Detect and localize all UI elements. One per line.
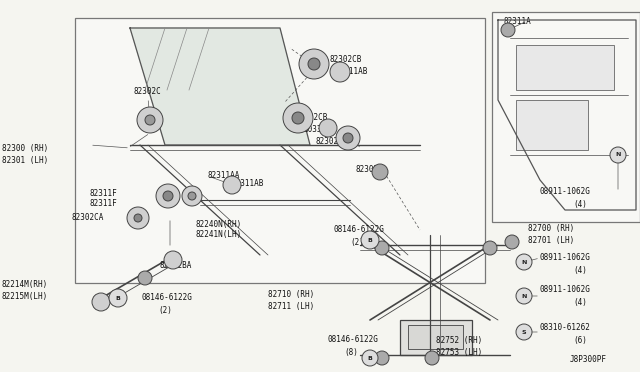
Text: 82311F: 82311F (90, 199, 118, 208)
Text: 82300 (RH): 82300 (RH) (2, 144, 48, 153)
Text: (4): (4) (573, 199, 587, 208)
Text: 82215M(LH): 82215M(LH) (2, 292, 48, 301)
Circle shape (336, 126, 360, 150)
Circle shape (92, 293, 110, 311)
Text: 80338M: 80338M (304, 125, 332, 135)
Text: 08310-61262: 08310-61262 (540, 324, 591, 333)
Circle shape (299, 49, 329, 79)
Circle shape (188, 192, 196, 200)
Text: S: S (522, 330, 526, 334)
Circle shape (483, 241, 497, 255)
Text: (4): (4) (573, 266, 587, 275)
Text: 82711 (LH): 82711 (LH) (268, 302, 314, 311)
Circle shape (516, 254, 532, 270)
Circle shape (610, 147, 626, 163)
Circle shape (361, 231, 379, 249)
Circle shape (516, 324, 532, 340)
Text: (6): (6) (573, 336, 587, 344)
Text: B: B (367, 356, 372, 360)
Text: 08146-6122G: 08146-6122G (142, 294, 193, 302)
Bar (492, 12, 640, 222)
Circle shape (308, 58, 320, 70)
Text: 82753 (LH): 82753 (LH) (436, 347, 483, 356)
Circle shape (375, 351, 389, 365)
Text: 82302CA: 82302CA (72, 214, 104, 222)
Text: N: N (522, 294, 527, 298)
Circle shape (182, 186, 202, 206)
Bar (400, 320, 472, 355)
Text: (4): (4) (573, 298, 587, 307)
Text: 08911-1062G: 08911-1062G (540, 253, 591, 263)
Circle shape (516, 288, 532, 304)
Circle shape (156, 184, 180, 208)
Text: (8): (8) (344, 347, 358, 356)
Circle shape (163, 191, 173, 201)
Text: 08911-1062G: 08911-1062G (540, 285, 591, 295)
Text: 82302C: 82302C (133, 87, 161, 96)
Circle shape (109, 289, 127, 307)
Circle shape (372, 164, 388, 180)
Text: 82311F: 82311F (90, 189, 118, 198)
Text: (2): (2) (158, 305, 172, 314)
Text: J8P300PF: J8P300PF (570, 356, 607, 365)
Bar (75, 18, 485, 283)
Circle shape (164, 251, 182, 269)
Text: 82302CB: 82302CB (330, 55, 362, 64)
Text: 82311AB: 82311AB (336, 67, 369, 77)
Circle shape (223, 176, 241, 194)
Text: 82311AB: 82311AB (232, 179, 264, 187)
Text: 82710 (RH): 82710 (RH) (268, 291, 314, 299)
Text: 08146-6122G: 08146-6122G (334, 225, 385, 234)
Text: 82700 (RH): 82700 (RH) (528, 224, 574, 232)
Text: 82302BA: 82302BA (160, 260, 193, 269)
Text: 82302CB: 82302CB (296, 113, 328, 122)
Circle shape (145, 115, 155, 125)
Circle shape (343, 133, 353, 143)
Text: B: B (367, 237, 372, 243)
Text: (2): (2) (350, 237, 364, 247)
Circle shape (375, 241, 389, 255)
Text: 82311AA: 82311AA (208, 170, 241, 180)
Circle shape (362, 350, 378, 366)
Circle shape (127, 207, 149, 229)
Circle shape (330, 62, 350, 82)
Text: 82301 (LH): 82301 (LH) (2, 155, 48, 164)
Text: 82241N(LH): 82241N(LH) (195, 231, 241, 240)
Circle shape (425, 351, 439, 365)
Text: N: N (615, 153, 621, 157)
Circle shape (137, 107, 163, 133)
Text: 82701 (LH): 82701 (LH) (528, 235, 574, 244)
Text: 82311A: 82311A (503, 17, 531, 26)
Polygon shape (130, 28, 310, 145)
Bar (516, 100, 588, 150)
Circle shape (134, 214, 142, 222)
Text: 82752 (RH): 82752 (RH) (436, 336, 483, 344)
Text: 82302B: 82302B (355, 166, 383, 174)
Circle shape (283, 103, 313, 133)
Circle shape (501, 23, 515, 37)
Text: 08911-1062G: 08911-1062G (540, 187, 591, 196)
Bar (516, 45, 614, 90)
Circle shape (319, 119, 337, 137)
Text: 82240N(RH): 82240N(RH) (195, 221, 241, 230)
Text: B: B (116, 295, 120, 301)
Text: 82302CA: 82302CA (316, 138, 348, 147)
Circle shape (138, 271, 152, 285)
Circle shape (292, 112, 304, 124)
Text: 08146-6122G: 08146-6122G (328, 336, 379, 344)
Text: N: N (522, 260, 527, 264)
Text: 82214M(RH): 82214M(RH) (2, 280, 48, 289)
Bar (408, 325, 463, 349)
Circle shape (505, 235, 519, 249)
